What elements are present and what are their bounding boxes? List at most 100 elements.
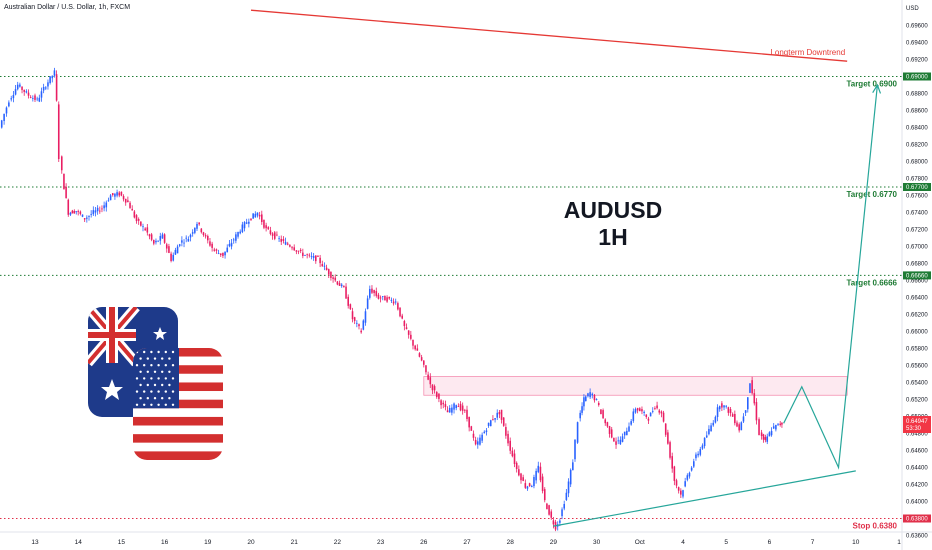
candle-body: [32, 98, 34, 99]
us-flag-star: [164, 364, 167, 367]
candle-body: [45, 87, 47, 89]
candle-body: [239, 231, 241, 234]
candle-body: [401, 315, 403, 319]
level-price-tag-label: 0.67700: [906, 185, 928, 191]
us-flag-star: [146, 383, 149, 387]
us-flag-star: [135, 390, 139, 393]
candle-body: [671, 456, 673, 469]
candle-body: [416, 348, 419, 351]
us-flag-star: [135, 377, 139, 380]
candle-body: [531, 486, 533, 488]
candle-body: [747, 397, 749, 410]
candle-body: [181, 240, 183, 243]
candle-body: [356, 322, 358, 324]
candle-body: [222, 252, 224, 256]
candle-body: [716, 407, 719, 417]
candle-body: [680, 490, 682, 495]
candle-body: [3, 113, 5, 121]
candle-body: [662, 412, 665, 422]
candle-body: [758, 419, 760, 436]
candle-body: [83, 218, 86, 220]
candle-body: [420, 357, 423, 361]
candle-body: [159, 236, 162, 241]
candle-body: [202, 232, 205, 236]
candle-body: [541, 476, 544, 492]
us-flag-star: [168, 383, 171, 387]
candle-body: [418, 353, 421, 357]
candle-body: [224, 251, 226, 256]
candle-body: [632, 411, 635, 421]
candle-body: [25, 91, 28, 93]
candle-body: [86, 217, 88, 219]
candle-body: [781, 422, 783, 425]
candle-body: [261, 214, 263, 223]
candle-body: [133, 211, 136, 218]
candle-body: [390, 299, 393, 301]
candle-body: [448, 407, 451, 413]
us-flag-star: [150, 364, 153, 367]
chart-subtitle: 1H: [598, 224, 627, 250]
candle-body: [263, 219, 265, 228]
level-label: Target 0.6666: [846, 278, 897, 287]
candle-body: [744, 410, 747, 413]
candle-body: [444, 404, 447, 408]
candle-body: [431, 384, 434, 391]
candle-body: [267, 227, 270, 230]
candle-body: [269, 230, 272, 234]
candle-body: [470, 426, 473, 431]
candle-body: [414, 345, 416, 350]
us-flag-star: [168, 370, 171, 373]
candle-body: [667, 432, 669, 444]
candle-body: [539, 466, 542, 481]
candle-body: [610, 429, 613, 438]
candle-body: [5, 107, 8, 114]
candle-body: [142, 226, 144, 228]
candle-body: [651, 411, 654, 412]
candle-body: [507, 433, 509, 444]
candle-body: [725, 405, 727, 407]
us-flag-star: [157, 377, 160, 380]
candle-body: [690, 467, 693, 471]
candle-body: [755, 402, 758, 421]
candle-body: [129, 202, 131, 209]
candle-body: [90, 213, 92, 215]
level-price-tag-label: 0.69000: [906, 75, 928, 81]
x-tick-label: 27: [463, 539, 471, 546]
candle-body: [412, 339, 414, 346]
candle-body: [131, 208, 133, 211]
candle-body: [105, 202, 108, 208]
candle-body: [60, 156, 63, 171]
x-tick-label: 10: [852, 539, 860, 546]
candle-body: [137, 219, 140, 221]
candle-body: [669, 442, 671, 458]
candle-body: [591, 393, 594, 396]
level-label: Target 0.6770: [846, 190, 897, 199]
candle-body: [302, 252, 304, 256]
candle-body: [245, 222, 248, 224]
us-flag-star: [153, 370, 157, 373]
candle-body: [73, 211, 76, 214]
us-flag-star: [135, 350, 139, 354]
candle-body: [265, 225, 267, 229]
x-tick-label: 6: [768, 539, 772, 546]
candle-body: [23, 89, 25, 92]
candle-body: [518, 469, 520, 476]
candle-body: [550, 511, 553, 518]
us-flag-star: [164, 403, 167, 406]
candle-body: [528, 483, 531, 487]
candle-body: [79, 211, 82, 214]
level-price-tag: [903, 183, 931, 191]
y-tick-label: 0.67000: [906, 245, 928, 251]
candle-body: [664, 423, 667, 435]
x-tick-label: 16: [161, 539, 169, 546]
candle-body: [49, 76, 51, 84]
candle-body: [585, 396, 587, 402]
us-flag-stripe: [133, 434, 223, 443]
candle-body: [77, 211, 79, 212]
candle-body: [47, 82, 49, 87]
candle-body: [170, 253, 172, 262]
candle-body: [373, 290, 375, 294]
candle-body: [21, 86, 23, 90]
candle-body: [559, 520, 561, 523]
